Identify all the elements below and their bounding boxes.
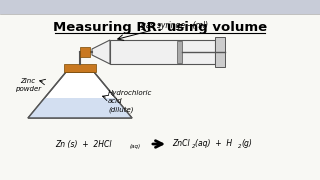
Text: Zinc
powder: Zinc powder — [15, 78, 41, 92]
Text: (aq)  +  H: (aq) + H — [195, 140, 232, 148]
Text: Measuring RR: using volume: Measuring RR: using volume — [53, 21, 267, 33]
Polygon shape — [28, 72, 132, 118]
Bar — [80, 47, 90, 57]
Text: gas syringe - (ml): gas syringe - (ml) — [141, 21, 209, 30]
Bar — [64, 64, 96, 72]
Text: (aq): (aq) — [130, 144, 141, 149]
Text: ZnCl: ZnCl — [172, 140, 190, 148]
Bar — [215, 37, 225, 67]
Text: 2: 2 — [238, 144, 242, 149]
Polygon shape — [28, 98, 132, 118]
Bar — [110, 40, 215, 64]
Bar — [177, 41, 182, 63]
Text: Hydrochloric
acid
(dilute): Hydrochloric acid (dilute) — [108, 90, 152, 113]
Polygon shape — [92, 40, 110, 64]
Text: Zn (s)  +  2HCl: Zn (s) + 2HCl — [55, 140, 111, 148]
Text: (g): (g) — [241, 140, 252, 148]
Bar — [0, 0, 320, 14]
Text: 2: 2 — [192, 144, 196, 149]
